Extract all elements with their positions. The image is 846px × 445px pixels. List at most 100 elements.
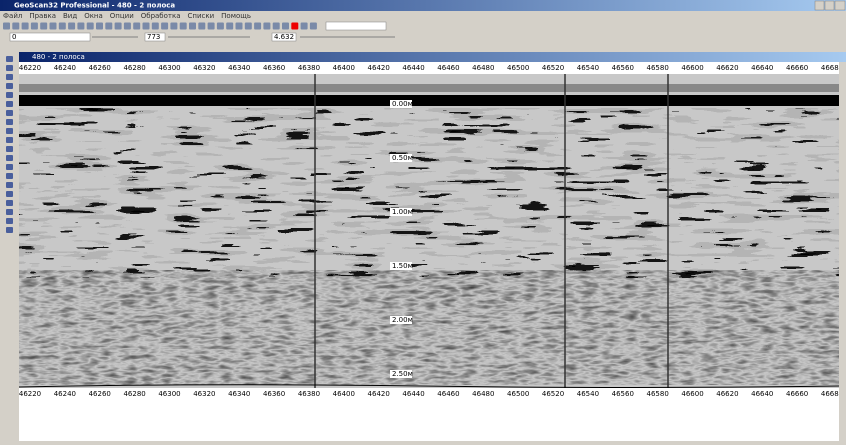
tool-icon[interactable] xyxy=(6,146,13,152)
tool-icon[interactable] xyxy=(6,74,13,80)
depth-label: 2.00м xyxy=(392,316,413,324)
menu-item[interactable]: Помощь xyxy=(221,12,251,20)
distance-label-top: 46280 xyxy=(123,64,145,72)
tool-icon[interactable] xyxy=(254,22,262,30)
distance-label-bottom: 46500 xyxy=(507,390,529,398)
tool-icon[interactable] xyxy=(30,22,38,30)
gain-input[interactable] xyxy=(144,32,166,42)
minimize-button[interactable] xyxy=(814,0,825,11)
maximize-button[interactable] xyxy=(824,0,835,11)
tool-icon[interactable] xyxy=(179,22,187,30)
tool-icon[interactable] xyxy=(21,22,29,30)
tool-icon[interactable] xyxy=(6,110,13,116)
tool-icon[interactable] xyxy=(6,218,13,224)
tool-icon[interactable] xyxy=(6,65,13,71)
distance-label-bottom: 46320 xyxy=(193,390,215,398)
distance-label-bottom: 46580 xyxy=(647,390,669,398)
close-button[interactable] xyxy=(834,0,846,11)
distance-label-top: 46500 xyxy=(507,64,529,72)
tool-icon[interactable] xyxy=(6,101,13,107)
menu-item[interactable]: Правка xyxy=(29,12,56,20)
tool-icon[interactable] xyxy=(6,209,13,215)
tool-icon[interactable] xyxy=(161,22,169,30)
tool-icon[interactable] xyxy=(58,22,66,30)
tool-icon[interactable] xyxy=(198,22,206,30)
distance-label-top: 46520 xyxy=(542,64,564,72)
menu-item[interactable]: Опции xyxy=(110,12,134,20)
tool-icon[interactable] xyxy=(170,22,178,30)
tool-icon[interactable] xyxy=(6,191,13,197)
tool-icon[interactable] xyxy=(68,22,76,30)
distance-label-bottom: 46420 xyxy=(368,390,390,398)
tool-icon[interactable] xyxy=(133,22,141,30)
distance-label-bottom: 46380 xyxy=(298,390,320,398)
menu-item[interactable]: Обработка xyxy=(141,12,181,20)
tool-icon[interactable] xyxy=(263,22,271,30)
distance-label-top: 46400 xyxy=(333,64,355,72)
depth-label: 1.50м xyxy=(392,262,413,270)
labels: 46220 46220 46240 46240 46260 46260 46280 46280… xyxy=(19,64,843,398)
tool-icon[interactable] xyxy=(6,227,13,233)
tool-icon[interactable] xyxy=(235,22,243,30)
distance-label-bottom: 46440 xyxy=(402,390,424,398)
tool-icon[interactable] xyxy=(142,22,150,30)
distance-label-top: 46240 xyxy=(54,64,76,72)
side-toolbar xyxy=(6,56,13,233)
tool-icon[interactable] xyxy=(6,83,13,89)
depth-label-bg xyxy=(390,262,412,270)
distance-label-bottom: 46560 xyxy=(612,390,634,398)
tool-icon[interactable] xyxy=(226,22,234,30)
tool-icon[interactable] xyxy=(207,22,215,30)
tool-icon[interactable] xyxy=(6,155,13,161)
tool-icon[interactable] xyxy=(300,22,308,30)
title-bar xyxy=(0,0,846,11)
menu-item[interactable]: Вид xyxy=(63,12,77,20)
distance-label-bottom: 46520 xyxy=(542,390,564,398)
tool-icon[interactable] xyxy=(6,164,13,170)
tool-icon[interactable] xyxy=(6,173,13,179)
tool-icon[interactable] xyxy=(272,22,280,30)
tool-icon[interactable] xyxy=(12,22,20,30)
menu-item[interactable]: Файл xyxy=(3,12,22,20)
depth-label-bg xyxy=(390,316,412,324)
tool-icon[interactable] xyxy=(96,22,103,30)
window-title: GeoScan32 Professional - 480 - 2 полоса xyxy=(14,2,175,10)
distance-label-bottom: 46540 xyxy=(577,390,599,398)
tool-icon[interactable] xyxy=(6,200,13,206)
distance-label-bottom: 46600 xyxy=(681,390,703,398)
tool-icon[interactable] xyxy=(309,22,317,30)
distance-label-top: 46600 xyxy=(681,64,703,72)
menu-item[interactable]: Списки xyxy=(188,12,215,20)
tool-icon[interactable] xyxy=(114,22,122,30)
tool-icon[interactable] xyxy=(282,22,289,30)
menu-item[interactable]: Окна xyxy=(84,12,103,20)
distance-label-bottom: 46680 xyxy=(821,390,843,398)
tool-icon[interactable] xyxy=(6,56,13,62)
tool-icon[interactable] xyxy=(151,22,159,30)
tool-icon[interactable] xyxy=(216,22,224,30)
tool-icon[interactable] xyxy=(291,22,299,30)
tool-icon[interactable] xyxy=(6,128,13,134)
tool-icon[interactable] xyxy=(6,92,13,98)
tool-icon[interactable] xyxy=(49,22,57,30)
tool-icon[interactable] xyxy=(86,22,94,30)
scrollbar[interactable] xyxy=(839,62,846,441)
dropdown[interactable] xyxy=(325,21,387,31)
tool-icon[interactable] xyxy=(244,22,252,30)
distance-label-bottom: 46620 xyxy=(716,390,738,398)
distance-label-top: 46460 xyxy=(437,64,459,72)
tool-icon[interactable] xyxy=(3,22,10,30)
tool-icon[interactable] xyxy=(105,22,113,30)
tool-icon[interactable] xyxy=(6,182,13,188)
tool-icon[interactable] xyxy=(189,22,196,30)
distance-label-top: 46580 xyxy=(647,64,669,72)
tool-icon[interactable] xyxy=(123,22,131,30)
tool-icon[interactable] xyxy=(77,22,85,30)
position-input[interactable] xyxy=(9,32,91,42)
window-controls[interactable] xyxy=(814,0,846,11)
tool-icon[interactable] xyxy=(40,22,48,30)
scale-input[interactable] xyxy=(271,32,297,42)
tool-icon[interactable] xyxy=(6,119,13,125)
tool-icon[interactable] xyxy=(6,137,13,143)
